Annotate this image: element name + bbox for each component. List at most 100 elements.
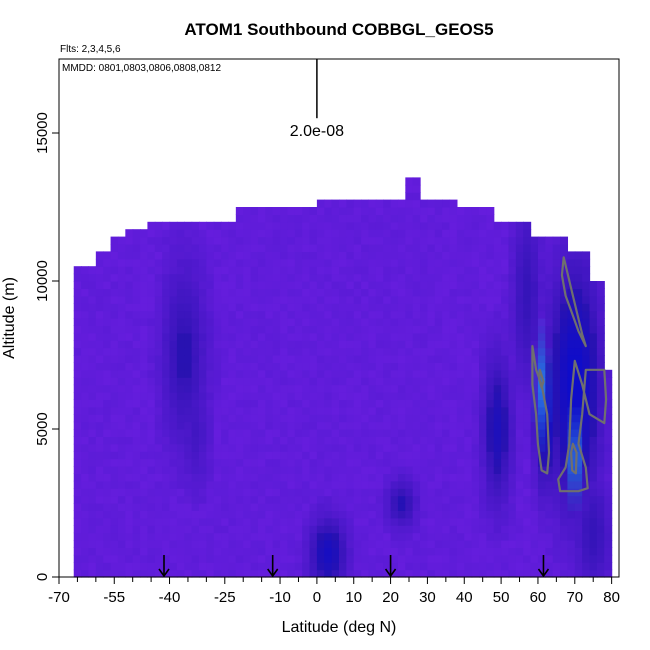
heatmap-cell [501, 488, 510, 497]
heatmap-cell [154, 473, 163, 482]
plot-frame [58, 58, 620, 578]
heatmap-cell [596, 547, 605, 556]
heatmap-cell [199, 310, 207, 319]
heatmap-cell [405, 236, 414, 245]
heatmap-cell [324, 540, 333, 548]
heatmap-cell [346, 310, 355, 319]
heatmap-cell [353, 332, 362, 341]
heatmap-cell [206, 540, 215, 548]
heatmap-cell [523, 540, 532, 548]
heatmap-cell [257, 288, 266, 297]
heatmap-cell [574, 414, 583, 423]
heatmap-cell [103, 510, 112, 519]
heatmap-cell [257, 473, 266, 482]
heatmap-cell [265, 421, 274, 430]
heatmap-cell [243, 325, 252, 334]
heatmap-cell [272, 303, 281, 312]
heatmap-cell [515, 384, 524, 393]
heatmap-cell [184, 229, 193, 238]
heatmap-cell [501, 355, 510, 363]
heatmap-cell [132, 399, 141, 408]
heatmap-cell [81, 325, 90, 334]
heatmap-cell [383, 488, 392, 497]
heatmap-cell [324, 214, 333, 223]
heatmap-cell [375, 258, 384, 267]
heatmap-cell [88, 406, 97, 415]
heatmap-cell [176, 532, 185, 541]
heatmap-cell [405, 451, 414, 460]
heatmap-cell [221, 347, 230, 356]
profile-arrow-head [158, 568, 170, 578]
heatmap-cell [368, 510, 377, 519]
heatmap-cell [103, 451, 112, 460]
heatmap-cell [213, 355, 222, 363]
heatmap-cell [523, 547, 532, 556]
heatmap-cell [169, 332, 178, 341]
heatmap-cell [456, 569, 465, 578]
heatmap-cell [582, 251, 591, 260]
heatmap-cell [191, 318, 200, 326]
heatmap-cell [199, 466, 207, 474]
heatmap-cell [265, 221, 274, 230]
heatmap-cell [125, 392, 134, 400]
heatmap-cell [545, 473, 554, 482]
heatmap-cell [287, 251, 296, 260]
heatmap-cell [235, 384, 244, 393]
heatmap-cell [574, 377, 583, 386]
heatmap-cell [235, 229, 244, 238]
heatmap-cell [508, 451, 517, 460]
heatmap-cell [272, 369, 281, 378]
heatmap-cell [449, 332, 458, 341]
heatmap-cell [191, 273, 200, 282]
heatmap-cell [272, 473, 281, 482]
heatmap-cell [81, 540, 90, 548]
heatmap-cell [154, 288, 163, 297]
heatmap-cell [191, 310, 200, 319]
heatmap-cell [361, 303, 370, 312]
heatmap-cell [309, 295, 318, 304]
heatmap-cell [125, 325, 134, 334]
heatmap-cell [574, 273, 583, 282]
heatmap-cell [368, 458, 377, 467]
heatmap-cell [486, 414, 495, 423]
heatmap-cell [176, 347, 185, 356]
heatmap-cell [257, 554, 266, 563]
heatmap-cell [412, 229, 421, 238]
heatmap-cell [434, 503, 443, 511]
heatmap-cell [493, 273, 502, 282]
heatmap-cell [339, 503, 347, 511]
heatmap-cell [515, 362, 524, 371]
heatmap-cell [95, 384, 104, 393]
heatmap-cell [361, 466, 370, 474]
heatmap-cell [582, 281, 591, 289]
heatmap-cell [191, 303, 200, 312]
heatmap-cell [339, 281, 347, 289]
heatmap-cell [368, 273, 377, 282]
heatmap-cell [479, 281, 487, 289]
heatmap-cell [103, 258, 112, 267]
heatmap-cell [486, 295, 495, 304]
heatmap-cell [442, 258, 451, 267]
heatmap-cell [523, 414, 532, 423]
heatmap-cell [589, 510, 598, 519]
heatmap-cell [95, 355, 104, 363]
heatmap-cell [397, 369, 406, 378]
heatmap-cell [449, 221, 458, 230]
heatmap-cell [280, 288, 289, 297]
heatmap-cell [493, 340, 502, 349]
heatmap-cell [294, 554, 303, 563]
heatmap-cell [501, 525, 510, 534]
heatmap-cell [442, 562, 451, 571]
heatmap-cell [125, 347, 134, 356]
heatmap-cell [493, 436, 502, 445]
heatmap-cell [596, 525, 605, 534]
heatmap-cell [110, 443, 119, 452]
heatmap-cell [456, 503, 465, 511]
heatmap-cell [397, 295, 406, 304]
heatmap-cell [397, 540, 406, 548]
heatmap-cell [501, 229, 510, 238]
heatmap-cell [456, 281, 465, 289]
heatmap-cell [95, 562, 104, 571]
heatmap-cell [596, 392, 605, 400]
heatmap-cell [456, 532, 465, 541]
